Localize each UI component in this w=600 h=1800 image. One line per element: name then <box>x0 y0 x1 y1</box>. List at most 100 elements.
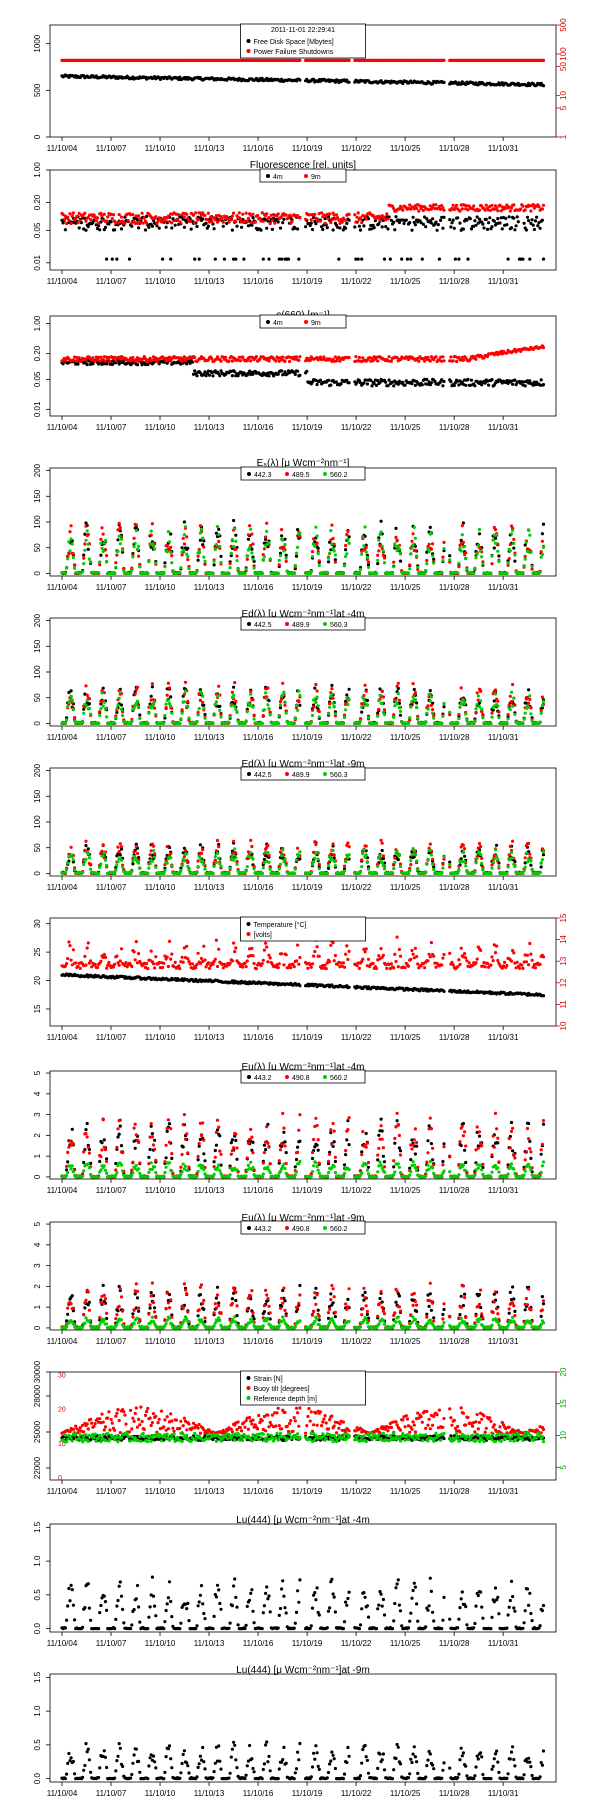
data-point <box>87 702 91 706</box>
data-point <box>396 681 400 685</box>
data-point <box>380 544 384 548</box>
data-point <box>304 225 308 229</box>
data-point <box>230 228 234 232</box>
data-point <box>541 522 546 526</box>
legend: 4m 9m <box>259 168 347 183</box>
data-point <box>281 538 285 542</box>
data-point <box>233 527 237 531</box>
data-point <box>130 568 134 572</box>
legend: 442.3 489.5 560.2 <box>240 466 366 481</box>
data-point <box>131 213 135 217</box>
data-point <box>169 532 173 536</box>
data-point <box>281 221 285 225</box>
data-point <box>70 214 74 218</box>
data-point <box>237 211 241 215</box>
panel-fluor: Fluorescence [rel. units]0.010.050.201.0… <box>33 160 557 286</box>
data-point <box>103 539 108 543</box>
data-point <box>521 257 525 261</box>
data-point <box>461 521 465 525</box>
data-point <box>115 707 119 711</box>
data-point <box>135 685 140 690</box>
data-point <box>169 257 173 261</box>
data-point <box>235 554 239 558</box>
data-point <box>385 212 389 216</box>
data-point <box>431 82 435 86</box>
data-point <box>219 359 223 363</box>
data-point <box>401 380 405 384</box>
data-point <box>506 561 510 565</box>
data-point <box>333 712 337 716</box>
data-point <box>496 209 500 213</box>
data-point <box>99 707 103 711</box>
data-point <box>198 524 202 528</box>
data-point <box>297 358 301 362</box>
data-point <box>292 571 296 575</box>
data-point <box>487 221 491 225</box>
data-point <box>465 567 469 572</box>
data-point <box>173 223 177 227</box>
data-point <box>196 218 200 222</box>
data-point <box>374 721 379 726</box>
data-point <box>169 545 173 549</box>
data-point <box>182 700 186 704</box>
data-point <box>528 697 532 702</box>
y2-tick-label: 100 <box>559 47 568 61</box>
data-point <box>505 223 509 227</box>
data-point <box>281 693 285 697</box>
data-point <box>232 693 236 698</box>
data-point <box>378 693 382 697</box>
data-point <box>114 716 118 720</box>
data-point <box>439 218 443 222</box>
data-point <box>488 216 492 220</box>
data-point <box>270 218 274 222</box>
data-point <box>316 546 320 550</box>
data-point <box>404 218 408 222</box>
data-point <box>442 540 446 545</box>
data-point <box>376 553 380 557</box>
data-point <box>493 688 498 692</box>
data-point <box>87 557 91 561</box>
x-tick-label: 11/10/07 <box>96 144 127 153</box>
data-point <box>71 211 75 215</box>
data-point <box>411 532 415 536</box>
data-point <box>398 713 403 717</box>
x-tick-label: 11/10/04 <box>47 583 78 592</box>
y2-tick-label: 50 <box>559 62 568 71</box>
data-point <box>252 566 256 570</box>
data-point <box>541 58 546 63</box>
data-point <box>265 212 269 216</box>
data-point <box>323 221 327 225</box>
data-point <box>420 257 424 261</box>
data-point <box>202 545 206 549</box>
data-point <box>495 532 499 537</box>
data-point <box>431 542 435 546</box>
data-point <box>130 224 134 228</box>
data-point <box>434 355 438 359</box>
data-point <box>331 228 335 232</box>
data-point <box>309 569 313 574</box>
y-tick-label: 0.20 <box>33 345 42 361</box>
data-point <box>212 227 216 231</box>
data-point <box>76 362 80 366</box>
data-point <box>326 712 331 716</box>
data-point <box>442 547 446 551</box>
data-point <box>358 567 363 571</box>
data-point <box>77 356 81 360</box>
data-point <box>363 700 367 704</box>
data-point <box>538 226 542 230</box>
x-tick-label: 11/10/25 <box>390 423 421 432</box>
data-point <box>183 689 188 693</box>
data-point <box>284 213 288 217</box>
data-point <box>523 557 527 561</box>
data-point <box>332 705 336 709</box>
data-point <box>442 359 446 363</box>
x-tick-label: 11/10/07 <box>96 277 127 286</box>
data-point <box>472 571 476 576</box>
data-point <box>196 554 200 558</box>
data-point <box>513 228 517 232</box>
data-point <box>429 221 433 225</box>
data-point <box>379 519 383 523</box>
x-tick-label: 11/10/19 <box>292 144 323 153</box>
data-point <box>539 555 543 559</box>
data-point <box>402 221 406 226</box>
